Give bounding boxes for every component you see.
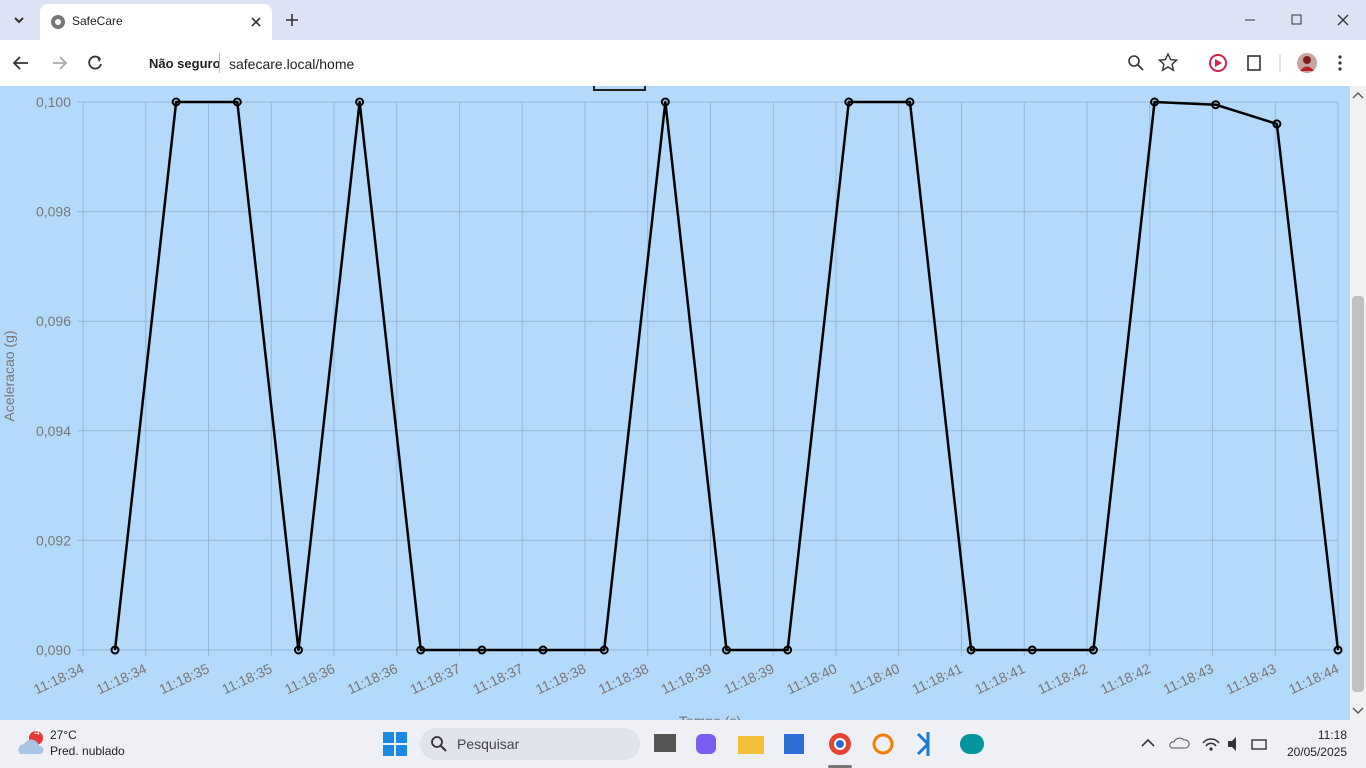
clock-date: 20/05/2025 [1286, 745, 1347, 759]
y-axis-title: Aceleracao (g) [1, 330, 17, 421]
data-point [171, 97, 181, 107]
security-label[interactable]: Não seguro [149, 56, 221, 71]
tab-search[interactable] [8, 10, 30, 30]
y-tick-label: 0,090 [36, 642, 71, 658]
data-point [1150, 97, 1160, 107]
data-point [1088, 645, 1098, 655]
search-box[interactable] [420, 728, 640, 760]
extension-icons[interactable] [1206, 52, 1356, 74]
scrollbar-thumb[interactable] [1352, 296, 1364, 692]
data-point [599, 645, 609, 655]
y-tick-label: 0,098 [36, 204, 71, 220]
data-line [113, 100, 1340, 652]
taskbar-apps[interactable] [650, 728, 1000, 768]
weather-badge: 4 [34, 727, 40, 738]
start-button[interactable] [383, 732, 407, 756]
data-point [293, 645, 303, 655]
legend-box[interactable] [593, 86, 646, 91]
data-point [1211, 100, 1221, 110]
toolbar: Não seguro safecare.local/home [0, 40, 1366, 120]
data-point [660, 97, 670, 107]
data-point [722, 645, 731, 655]
nav-buttons[interactable] [10, 52, 110, 74]
data-point [110, 645, 120, 655]
data-point [844, 97, 854, 107]
url[interactable]: safecare.local/home [229, 56, 355, 72]
y-tick-label: 0,094 [36, 423, 71, 439]
weather-text: Pred. nublado [50, 744, 125, 758]
data-point [966, 645, 976, 655]
search-label[interactable]: Pesquisar [457, 736, 520, 752]
scroll-arrows[interactable] [1352, 92, 1364, 714]
data-point [538, 645, 548, 655]
y-tick-label: 0,100 [36, 94, 71, 110]
tab[interactable]: SafeCare [40, 4, 272, 40]
window-controls[interactable] [1240, 10, 1360, 30]
divider [219, 53, 220, 73]
data-point [905, 97, 915, 107]
data-point [477, 645, 487, 655]
weather-icon[interactable] [16, 728, 46, 760]
data-point [1272, 119, 1282, 129]
tab-close[interactable] [248, 14, 264, 30]
data-point [783, 645, 793, 655]
tab-title: SafeCare [72, 14, 123, 28]
new-tab[interactable] [282, 10, 302, 30]
taskbar: 4 27°C Pred. nublado Pesquisar 11:18 20/… [0, 720, 1366, 768]
omnibox-icons[interactable] [1125, 52, 1185, 74]
chart-background [0, 86, 1366, 720]
y-tick-label: 0,092 [36, 532, 71, 548]
tab-bar: SafeCare [0, 0, 1366, 40]
clock-time: 11:18 [1317, 728, 1347, 742]
y-tick-label: 0,096 [36, 313, 71, 329]
search-icon [431, 736, 447, 752]
data-point [1027, 645, 1037, 655]
favicon [51, 15, 65, 29]
temperature: 27°C [50, 728, 77, 742]
chart: Aceleracao (g) Tempo (s) 0,090 0,092 0,094… [0, 86, 1366, 720]
data-point [416, 645, 426, 655]
x-axis-title: Tempo (s) [679, 713, 741, 720]
data-point [1333, 645, 1343, 655]
data-point [232, 97, 242, 107]
data-point [355, 97, 365, 107]
system-tray[interactable] [1140, 734, 1270, 754]
